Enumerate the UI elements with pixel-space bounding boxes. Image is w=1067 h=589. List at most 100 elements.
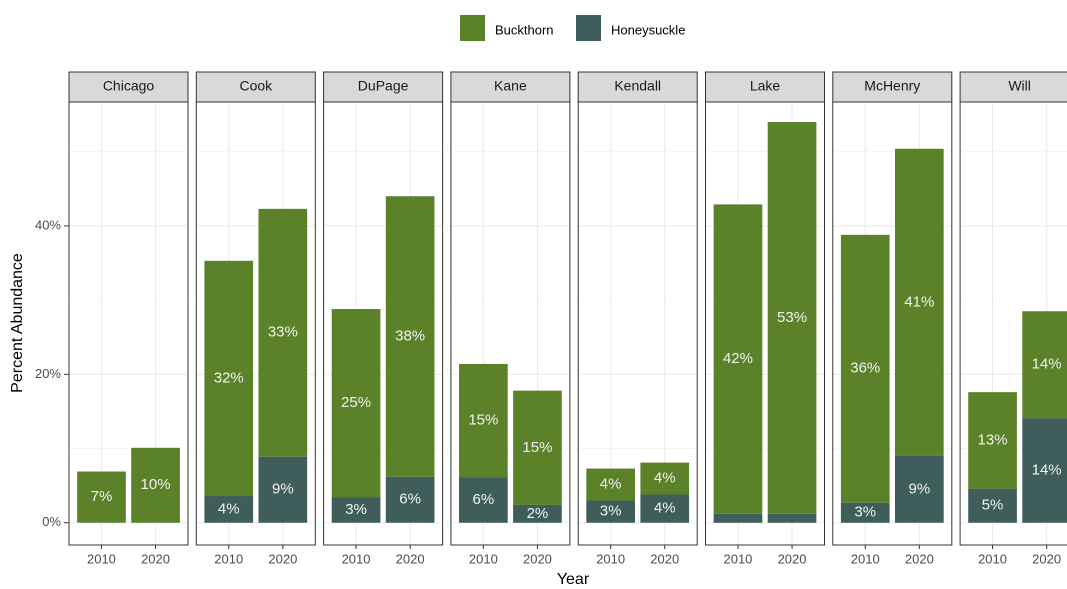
panel-border	[450, 101, 571, 546]
value-label: 14%	[1032, 356, 1062, 373]
strip-label: Lake	[750, 78, 781, 94]
bar-segment	[331, 497, 381, 523]
bar-segment	[1022, 418, 1067, 523]
value-label: 2%	[527, 505, 549, 522]
value-label: 25%	[341, 394, 371, 411]
value-label: 33%	[268, 324, 298, 341]
panel-border	[705, 101, 825, 546]
bar-segment	[258, 208, 308, 457]
value-label: 3%	[600, 503, 622, 520]
strip-background	[705, 71, 825, 103]
x-tick-label: 2010	[978, 551, 1007, 566]
bar-segment	[968, 392, 1017, 489]
bar-segment	[840, 234, 890, 503]
value-label: 32%	[214, 369, 244, 386]
x-tick-label: 2010	[596, 551, 625, 566]
value-label: 53%	[777, 309, 807, 326]
bar-segment	[640, 494, 690, 523]
panel-border	[68, 101, 189, 546]
bar-segment	[586, 468, 635, 501]
bar-segment	[131, 447, 180, 523]
bar-segment	[713, 513, 763, 523]
strip-label: Cook	[239, 78, 273, 94]
y-axis-title: Percent Abundance	[9, 253, 26, 393]
legend-swatch	[576, 15, 601, 41]
value-label: 38%	[395, 327, 425, 344]
value-label: 3%	[854, 504, 876, 521]
strip-background	[195, 71, 316, 103]
bar-segment	[459, 477, 508, 523]
strip-label: Will	[1008, 78, 1031, 94]
panel-border	[577, 101, 698, 546]
strip-label: Kendall	[614, 78, 661, 94]
bar-segment	[1022, 311, 1067, 419]
bar-segment	[713, 204, 763, 514]
x-tick-label: 2020	[1032, 551, 1061, 566]
x-axis-title: Year	[557, 571, 590, 588]
bar-segment	[258, 456, 308, 523]
value-label: 4%	[218, 500, 240, 517]
x-tick-label: 2010	[87, 551, 116, 566]
y-tick-label: 20%	[35, 366, 61, 381]
value-label: 15%	[468, 412, 498, 429]
x-tick-label: 2010	[723, 551, 752, 566]
bar-segment	[640, 462, 690, 495]
x-tick-label: 2020	[778, 551, 807, 566]
x-tick-label: 2020	[396, 551, 425, 566]
value-label: 36%	[850, 360, 880, 377]
value-label: 10%	[141, 476, 171, 493]
strip-label: DuPage	[358, 78, 409, 94]
bar-segment	[513, 504, 562, 523]
value-label: 13%	[978, 431, 1008, 448]
bar-segment	[895, 455, 944, 523]
bar-segment	[767, 122, 817, 514]
strip-label: Chicago	[103, 78, 155, 94]
panel-border	[832, 101, 953, 546]
strip-background	[323, 71, 444, 103]
bar-segment	[968, 488, 1017, 523]
bar-segment	[204, 260, 254, 497]
x-tick-label: 2020	[268, 551, 297, 566]
y-tick-label: 0%	[42, 514, 61, 529]
legend-label: Honeysuckle	[611, 22, 685, 37]
value-label: 6%	[399, 491, 421, 508]
value-label: 7%	[91, 488, 113, 505]
panel-border	[323, 101, 444, 546]
x-tick-label: 2010	[851, 551, 880, 566]
strip-background	[832, 71, 953, 103]
value-label: 15%	[522, 439, 552, 456]
x-tick-label: 2010	[469, 551, 498, 566]
panel-border	[195, 101, 316, 546]
value-label: 3%	[345, 501, 367, 518]
value-label: 14%	[1032, 461, 1062, 478]
legend-label: Buckthorn	[495, 22, 554, 37]
bar-segment	[767, 513, 817, 523]
value-label: 6%	[473, 491, 495, 508]
strip-background	[68, 71, 189, 103]
x-tick-label: 2020	[905, 551, 934, 566]
value-label: 41%	[904, 293, 934, 310]
bar-segment	[331, 309, 381, 498]
x-tick-label: 2020	[523, 551, 552, 566]
panel-border	[959, 101, 1067, 546]
bar-segment	[385, 196, 435, 477]
value-label: 4%	[654, 470, 676, 487]
bar-segment	[77, 471, 126, 523]
bar-segment	[513, 390, 562, 505]
strip-background	[450, 71, 571, 103]
value-label: 4%	[654, 500, 676, 517]
bar-segment	[840, 502, 890, 523]
value-label: 9%	[272, 481, 294, 498]
bar-segment	[385, 476, 435, 523]
bar-segment	[586, 500, 635, 523]
y-tick-label: 40%	[35, 217, 61, 232]
value-label: 5%	[982, 497, 1004, 514]
legend-swatch	[460, 15, 485, 41]
bar-segment	[459, 363, 508, 478]
strip-label: Kane	[494, 78, 527, 94]
strip-label: McHenry	[864, 78, 920, 94]
x-tick-label: 2020	[650, 551, 679, 566]
x-tick-label: 2010	[342, 551, 371, 566]
bar-segment	[204, 496, 254, 523]
value-label: 9%	[909, 480, 931, 497]
